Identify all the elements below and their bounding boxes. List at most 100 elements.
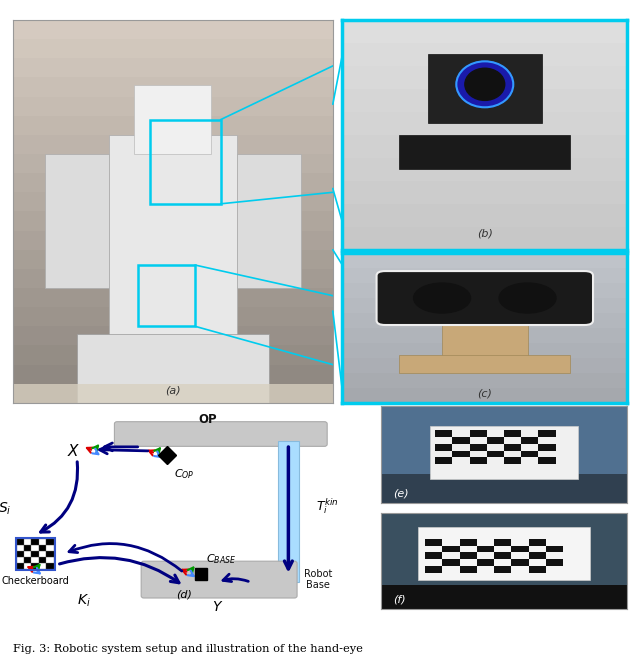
Bar <box>425 552 442 559</box>
Bar <box>460 539 477 545</box>
Bar <box>511 559 529 566</box>
Bar <box>17 551 24 557</box>
Bar <box>425 539 442 545</box>
Bar <box>45 154 109 288</box>
Bar <box>538 430 556 437</box>
Bar <box>13 116 333 135</box>
Bar <box>538 458 556 464</box>
Bar <box>399 135 570 169</box>
Bar <box>31 545 39 551</box>
Text: $C_{OP}$: $C_{OP}$ <box>174 468 195 481</box>
Bar <box>24 557 31 563</box>
Bar <box>504 458 521 464</box>
Bar <box>24 539 31 545</box>
Bar <box>494 566 511 573</box>
Text: $K_i$: $K_i$ <box>77 593 90 609</box>
Text: Checkerboard: Checkerboard <box>1 576 69 586</box>
Bar <box>13 250 333 269</box>
Bar <box>46 557 54 563</box>
Bar <box>13 365 333 384</box>
Bar <box>529 552 546 559</box>
Bar <box>342 358 627 373</box>
Bar <box>13 288 333 307</box>
Text: (a): (a) <box>165 385 180 396</box>
Text: $S_i$: $S_i$ <box>0 501 12 517</box>
Text: OP: OP <box>198 414 217 426</box>
Bar <box>46 545 54 551</box>
Bar <box>13 384 333 403</box>
Bar <box>13 230 333 250</box>
Bar <box>278 442 300 582</box>
Bar <box>31 557 39 563</box>
Bar <box>109 135 237 346</box>
Bar <box>342 112 627 135</box>
Bar <box>546 559 563 566</box>
Bar <box>134 85 211 154</box>
Bar <box>150 120 221 204</box>
Bar <box>31 539 39 545</box>
Bar <box>77 334 269 403</box>
Bar <box>46 551 54 557</box>
Bar <box>381 406 627 503</box>
Bar <box>511 545 529 552</box>
Bar <box>39 539 46 545</box>
Bar <box>425 566 442 573</box>
Bar <box>435 444 452 451</box>
Bar <box>342 328 627 343</box>
FancyBboxPatch shape <box>115 422 327 446</box>
Text: Fig. 3: Robotic system setup and illustration of the hand-eye: Fig. 3: Robotic system setup and illustr… <box>13 644 363 655</box>
Bar <box>13 269 333 288</box>
Bar <box>24 545 31 551</box>
Bar <box>13 192 333 212</box>
Bar <box>460 552 477 559</box>
Bar <box>342 283 627 298</box>
Bar <box>381 585 627 609</box>
Bar <box>13 346 333 365</box>
Bar <box>13 135 333 154</box>
Text: $C_{BASE}$: $C_{BASE}$ <box>205 552 236 566</box>
Bar <box>442 320 527 358</box>
Bar <box>13 39 333 59</box>
Bar <box>494 539 511 545</box>
Bar <box>342 253 627 268</box>
Bar <box>546 545 563 552</box>
Bar <box>435 458 452 464</box>
Text: Robot
Base: Robot Base <box>303 569 332 590</box>
Bar <box>470 444 487 451</box>
Bar <box>521 437 538 444</box>
Bar <box>342 343 627 358</box>
Bar <box>17 539 24 545</box>
Bar <box>504 444 521 451</box>
Bar <box>381 513 627 609</box>
Text: (c): (c) <box>477 388 492 398</box>
Bar <box>428 55 541 123</box>
Circle shape <box>465 68 505 101</box>
Bar <box>342 298 627 313</box>
Bar <box>342 135 627 158</box>
Bar <box>342 158 627 181</box>
Bar <box>342 66 627 89</box>
Bar <box>399 355 570 373</box>
FancyBboxPatch shape <box>141 561 297 598</box>
Bar <box>39 545 46 551</box>
Bar <box>342 388 627 403</box>
Bar <box>46 563 54 569</box>
Bar <box>452 451 470 458</box>
Bar <box>342 204 627 226</box>
Bar <box>13 212 333 230</box>
Bar <box>442 545 460 552</box>
Bar <box>13 154 333 173</box>
FancyBboxPatch shape <box>376 271 593 325</box>
Bar <box>13 97 333 116</box>
Bar <box>17 545 24 551</box>
Bar <box>342 313 627 328</box>
Bar <box>342 20 627 43</box>
Text: (f): (f) <box>393 595 406 605</box>
Bar <box>494 552 511 559</box>
Bar <box>342 43 627 66</box>
Bar <box>17 563 24 569</box>
Bar <box>442 559 460 566</box>
Circle shape <box>456 61 513 107</box>
Bar <box>13 20 333 39</box>
Bar <box>460 566 477 573</box>
